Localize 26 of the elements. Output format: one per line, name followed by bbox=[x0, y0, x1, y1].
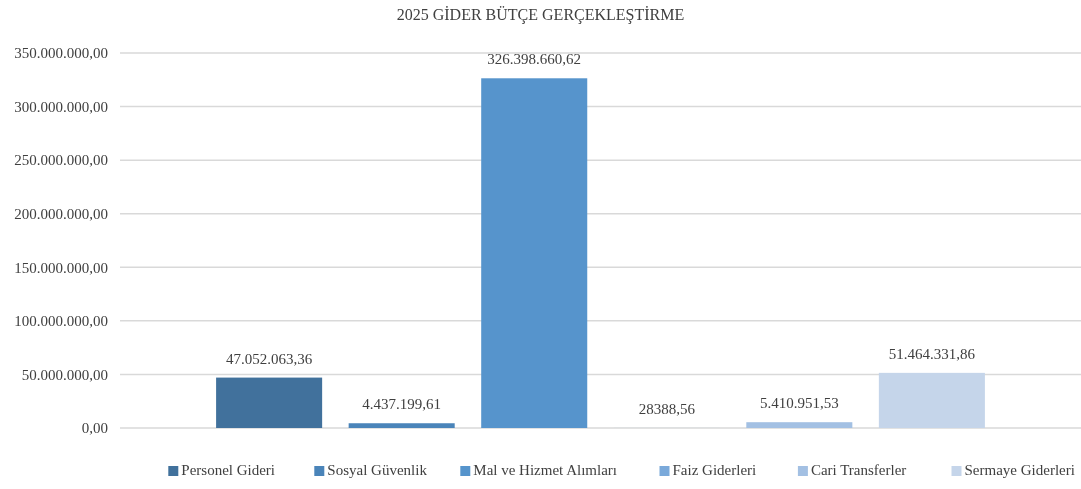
y-tick-label: 300.000.000,00 bbox=[14, 98, 108, 115]
chart-title: 2025 GİDER BÜTÇE GERÇEKLEŞTİRME bbox=[396, 6, 685, 24]
legend-label: Cari Transferler bbox=[810, 462, 907, 478]
y-tick-label: 150.000.000,00 bbox=[14, 259, 108, 276]
bar bbox=[216, 377, 323, 428]
legend-label: Sosyal Güvenlik bbox=[327, 462, 428, 478]
y-tick-label: 0,00 bbox=[81, 420, 108, 437]
y-tick-label: 350.000.000,00 bbox=[14, 45, 108, 62]
data-label: 51.464.331,86 bbox=[888, 345, 976, 362]
y-tick-label: 200.000.000,00 bbox=[14, 205, 108, 222]
data-label: 326.398.660,62 bbox=[487, 51, 582, 68]
legend-label: Mal ve Hizmet Alımları bbox=[473, 462, 618, 478]
data-label: 28388,56 bbox=[638, 400, 696, 417]
legend-label: Personel Gideri bbox=[181, 462, 276, 478]
bar bbox=[746, 422, 853, 428]
y-tick-label: 100.000.000,00 bbox=[14, 313, 108, 330]
bar bbox=[878, 372, 985, 428]
y-tick-label: 50.000.000,00 bbox=[21, 366, 108, 383]
data-label: 5.410.951,53 bbox=[759, 395, 839, 412]
y-tick-label: 250.000.000,00 bbox=[14, 152, 108, 169]
bar bbox=[348, 423, 455, 428]
legend-label: Sermaye Giderleri bbox=[964, 462, 1075, 478]
data-label: 47.052.063,36 bbox=[226, 350, 313, 367]
data-label: 4.437.199,61 bbox=[362, 396, 442, 413]
bar bbox=[481, 78, 588, 428]
legend-label: Faiz Giderleri bbox=[672, 462, 757, 478]
